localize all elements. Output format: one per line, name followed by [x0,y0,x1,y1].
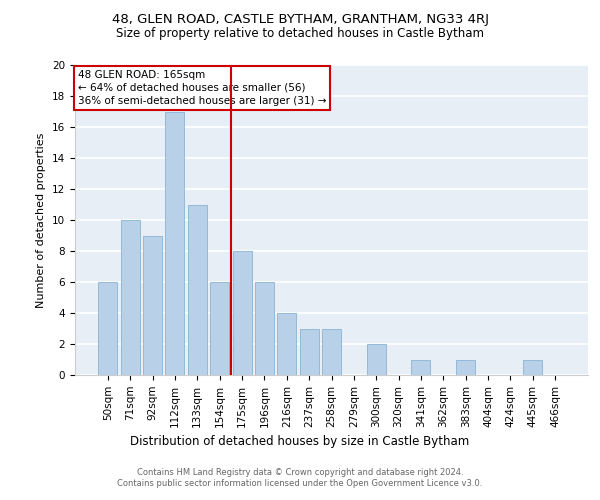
Bar [121,220,140,375]
Text: Contains HM Land Registry data © Crown copyright and database right 2024.
Contai: Contains HM Land Registry data © Crown c… [118,468,482,487]
Bar [210,282,229,375]
Bar [188,204,207,375]
Text: Distribution of detached houses by size in Castle Bytham: Distribution of detached houses by size … [130,435,470,448]
Bar [523,360,542,375]
Bar [98,282,118,375]
Text: 48, GLEN ROAD, CASTLE BYTHAM, GRANTHAM, NG33 4RJ: 48, GLEN ROAD, CASTLE BYTHAM, GRANTHAM, … [112,12,488,26]
Bar [233,251,251,375]
Bar [255,282,274,375]
Y-axis label: Number of detached properties: Number of detached properties [37,132,46,308]
Text: Size of property relative to detached houses in Castle Bytham: Size of property relative to detached ho… [116,28,484,40]
Bar [166,112,184,375]
Bar [299,328,319,375]
Bar [412,360,430,375]
Bar [367,344,386,375]
Bar [456,360,475,375]
Bar [322,328,341,375]
Bar [277,313,296,375]
Bar [143,236,162,375]
Text: 48 GLEN ROAD: 165sqm
← 64% of detached houses are smaller (56)
36% of semi-detac: 48 GLEN ROAD: 165sqm ← 64% of detached h… [77,70,326,106]
